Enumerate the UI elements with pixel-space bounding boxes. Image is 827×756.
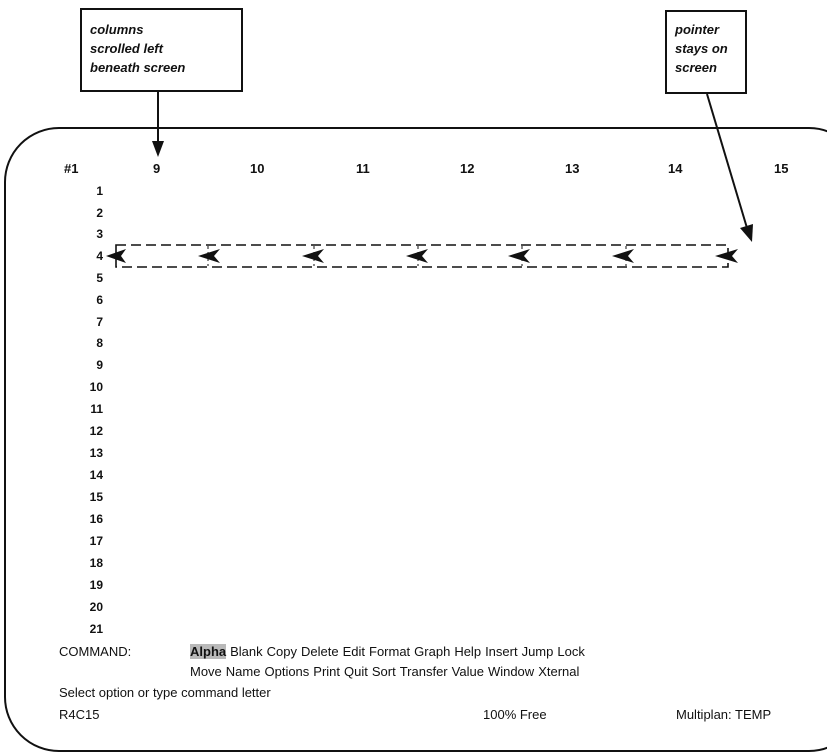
pointer-arrow-head (740, 224, 753, 242)
menu-item-xternal[interactable]: Xternal (538, 664, 580, 679)
screen-frame (4, 127, 827, 752)
window-label: #1 (64, 161, 79, 176)
callout-pointer-stays: pointer stays on screen (665, 10, 747, 94)
callout-line: beneath screen (90, 60, 186, 75)
status-free-memory: 100% Free (483, 707, 547, 722)
prompt-message: Select option or type command letter (59, 685, 271, 700)
row-number[interactable]: 14 (89, 468, 103, 482)
row-number[interactable]: 13 (89, 446, 103, 460)
menu-item-sort[interactable]: Sort (371, 664, 396, 679)
menu-item-insert[interactable]: Insert (485, 644, 518, 659)
callout-line: screen (675, 60, 717, 75)
menu-item-help[interactable]: Help (454, 644, 482, 659)
menu-item-window[interactable]: Window (487, 664, 535, 679)
callout-arrow-head (152, 141, 164, 157)
pointer-arrow-line (706, 93, 748, 229)
column-header[interactable]: 10 (250, 161, 265, 176)
menu-item-jump[interactable]: Jump (521, 644, 554, 659)
menu-item-print[interactable]: Print (313, 664, 341, 679)
row-number[interactable]: 7 (96, 315, 103, 329)
menu-item-edit[interactable]: Edit (342, 644, 365, 659)
callout-line: columns (90, 22, 144, 37)
row-number[interactable]: 15 (89, 490, 103, 504)
status-cell-reference: R4C15 (59, 707, 100, 722)
column-header[interactable]: 9 (153, 161, 161, 176)
menu-item-options[interactable]: Options (264, 664, 310, 679)
menu-item-graph[interactable]: Graph (414, 644, 451, 659)
row-number[interactable]: 9 (96, 358, 103, 372)
row-number[interactable]: 17 (89, 534, 103, 548)
status-app-filename: Multiplan: TEMP (676, 707, 772, 722)
column-header[interactable]: 15 (774, 161, 789, 176)
command-label: COMMAND: (59, 644, 132, 659)
row-number[interactable]: 8 (96, 336, 103, 350)
menu-item-transfer[interactable]: Transfer (399, 664, 448, 679)
callout-columns-scrolled: columns scrolled left beneath screen (80, 8, 243, 92)
row-number[interactable]: 18 (89, 556, 103, 570)
menu-item-format[interactable]: Format (369, 644, 411, 659)
menu-item-move[interactable]: Move (190, 664, 222, 679)
command-menu-line-2: Move Name Options Print Quit Sort Transfer Valu… (190, 664, 583, 679)
row-number[interactable]: 10 (89, 380, 103, 394)
row-number[interactable]: 6 (96, 293, 103, 307)
row-number[interactable]: 20 (89, 600, 103, 614)
callout-line: pointer (675, 22, 720, 37)
row-number[interactable]: 16 (89, 512, 103, 526)
row-number[interactable]: 1 (96, 184, 103, 198)
menu-item-delete[interactable]: Delete (301, 644, 339, 659)
column-header[interactable]: 12 (460, 161, 475, 176)
menu-item-value[interactable]: Value (451, 664, 484, 679)
menu-item-lock[interactable]: Lock (557, 644, 585, 659)
row-number[interactable]: 2 (96, 206, 103, 220)
row-number[interactable]: 4 (96, 249, 103, 263)
row-number[interactable]: 19 (89, 578, 103, 592)
menu-item-name[interactable]: Name (225, 664, 261, 679)
row-number[interactable]: 12 (89, 424, 103, 438)
scroll-arrows (106, 249, 738, 263)
row-number[interactable]: 21 (89, 622, 103, 636)
row-number[interactable]: 11 (90, 402, 103, 416)
column-header[interactable]: 13 (565, 161, 580, 176)
callout-line: stays on (675, 41, 728, 56)
menu-item-blank[interactable]: Blank (230, 644, 263, 659)
row-number[interactable]: 5 (96, 271, 103, 285)
column-header[interactable]: 14 (668, 161, 683, 176)
menu-item-copy[interactable]: Copy (266, 644, 298, 659)
menu-item-quit[interactable]: Quit (344, 664, 368, 679)
menu-item-alpha[interactable]: Alpha (190, 644, 227, 659)
callout-line: scrolled left (90, 41, 163, 56)
command-menu-line-1: Alpha Blank Copy Delete Edit Format Graph Help I… (190, 644, 589, 659)
row-number[interactable]: 3 (96, 227, 103, 241)
column-header[interactable]: 11 (356, 161, 370, 176)
